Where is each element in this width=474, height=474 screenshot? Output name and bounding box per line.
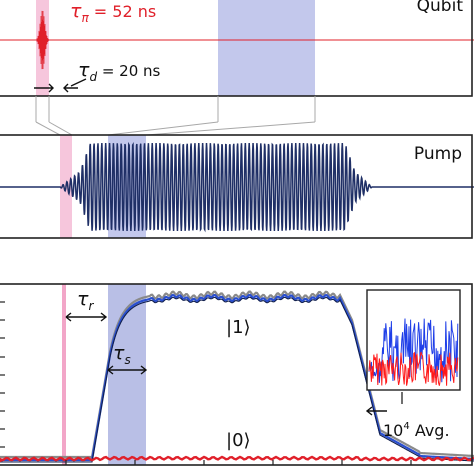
qubit-shaded-window [218,0,315,96]
readout-panel: τr τs |1⟩ |0⟩ 104 Avg. [0,283,474,466]
single-shot-inset [366,289,461,391]
zoom-connectors [35,96,316,136]
tau-r-label: τr [77,288,94,313]
tau-d-arrow-left [34,83,54,93]
tau-r-arrow [65,312,108,322]
qubit-title: Qubit [417,0,464,16]
state-zero-label: |0⟩ [226,430,251,451]
avg-arrow [365,406,387,416]
tau-s-arrow [107,365,148,375]
tau-d-label: τd = 20 ns [78,59,161,84]
readout-panel-frame [0,283,473,466]
tau-s-label: τs [113,342,131,367]
tau-d-arrow-right [63,83,78,93]
pump-panel-frame [0,134,473,239]
trace-state-one-dark [0,296,474,463]
pump-title: Pump [414,144,462,164]
tau-d-leader [70,78,87,87]
trace-state-one [0,293,474,462]
readout-y-ticks [0,301,5,448]
inset-blue-trace [368,318,459,383]
qubit-panel-frame [0,0,473,97]
avg-label: 104 Avg. [383,421,450,440]
trace-state-zero [0,455,474,462]
readout-shaded-window [108,284,146,465]
readout-marker-band [62,284,66,465]
qubit-pulse [35,10,50,70]
pump-waveform [0,141,474,233]
pump-panel: Pump [0,134,474,239]
state-one-label: |1⟩ [226,317,251,338]
inset-red-trace [368,351,459,386]
tau-pi-label: τπ = 52 ns [70,0,156,25]
readout-x-ticks [65,460,412,465]
qubit-panel: Qubit τπ = 52 ns τd = 20 ns [0,0,474,97]
